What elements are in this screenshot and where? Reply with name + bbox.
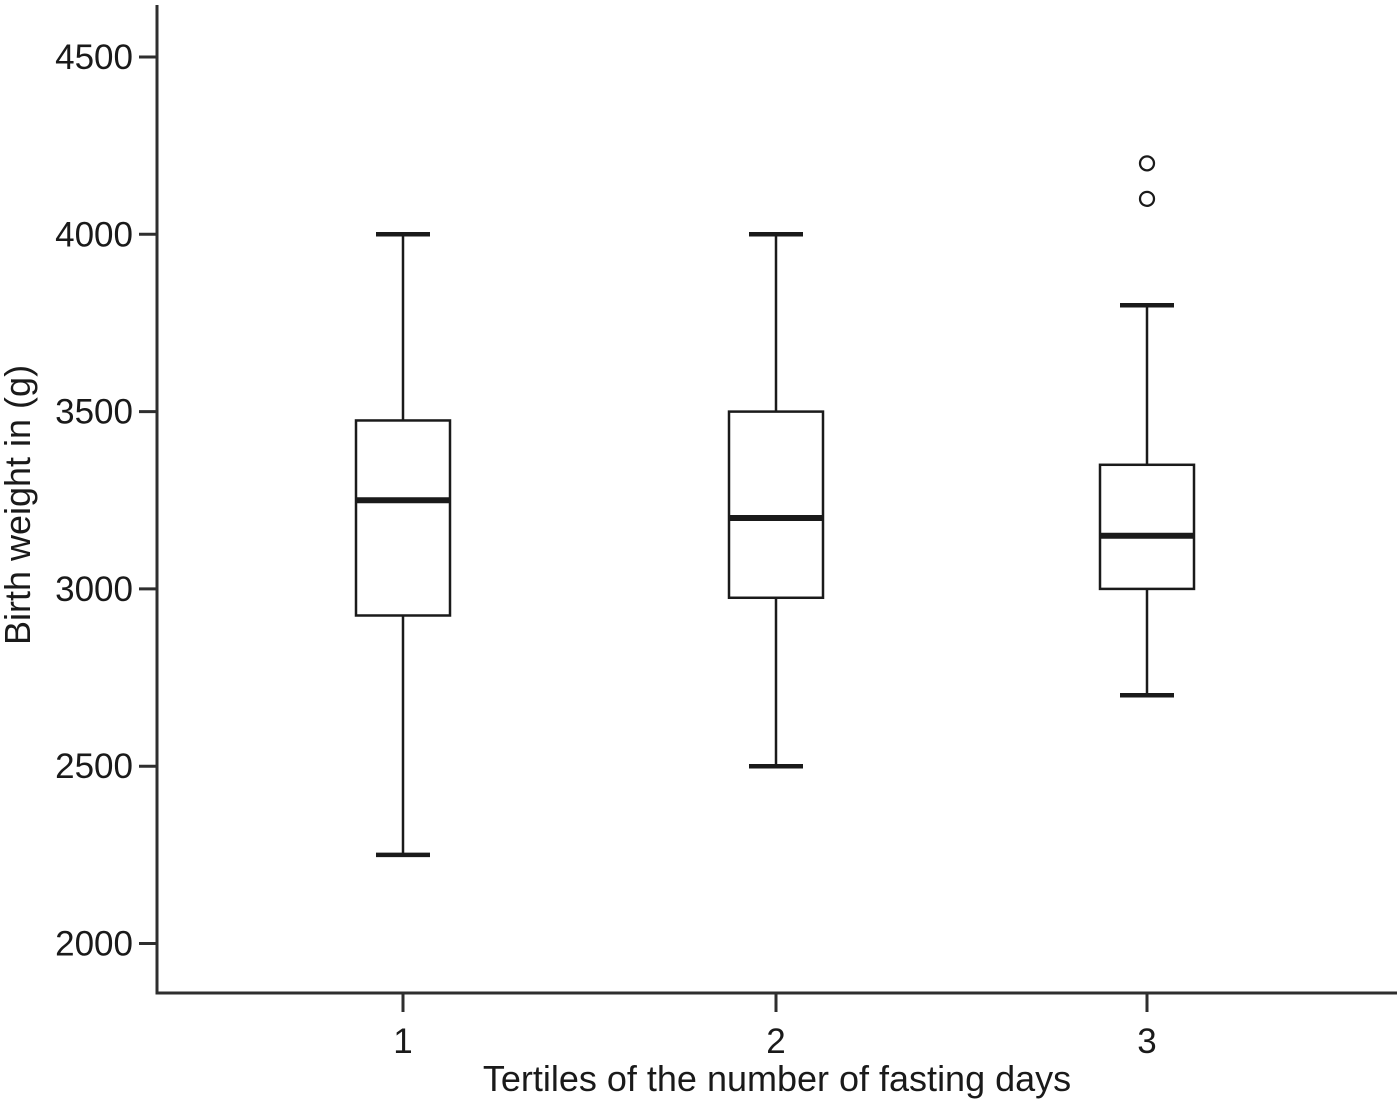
y-tick-label: 4000	[55, 215, 133, 254]
x-tick-label: 2	[766, 1022, 785, 1061]
y-tick-label: 3000	[55, 570, 133, 609]
iqr-box	[727, 410, 825, 600]
y-tick-label: 2000	[55, 925, 133, 964]
y-tick-label: 3500	[55, 393, 133, 432]
x-axis-title: Tertiles of the number of fasting days	[483, 1058, 1071, 1099]
iqr-box	[1098, 463, 1196, 591]
x-tick-label: 3	[1137, 1022, 1156, 1061]
iqr-box	[354, 419, 452, 617]
outlier-point	[1138, 190, 1156, 207]
y-tick-label: 4500	[55, 38, 133, 77]
y-axis-title: Birth weight in (g)	[0, 365, 38, 645]
outlier-point	[1138, 155, 1156, 172]
x-tick-label: 1	[393, 1022, 412, 1061]
y-tick-label: 2500	[55, 747, 133, 786]
